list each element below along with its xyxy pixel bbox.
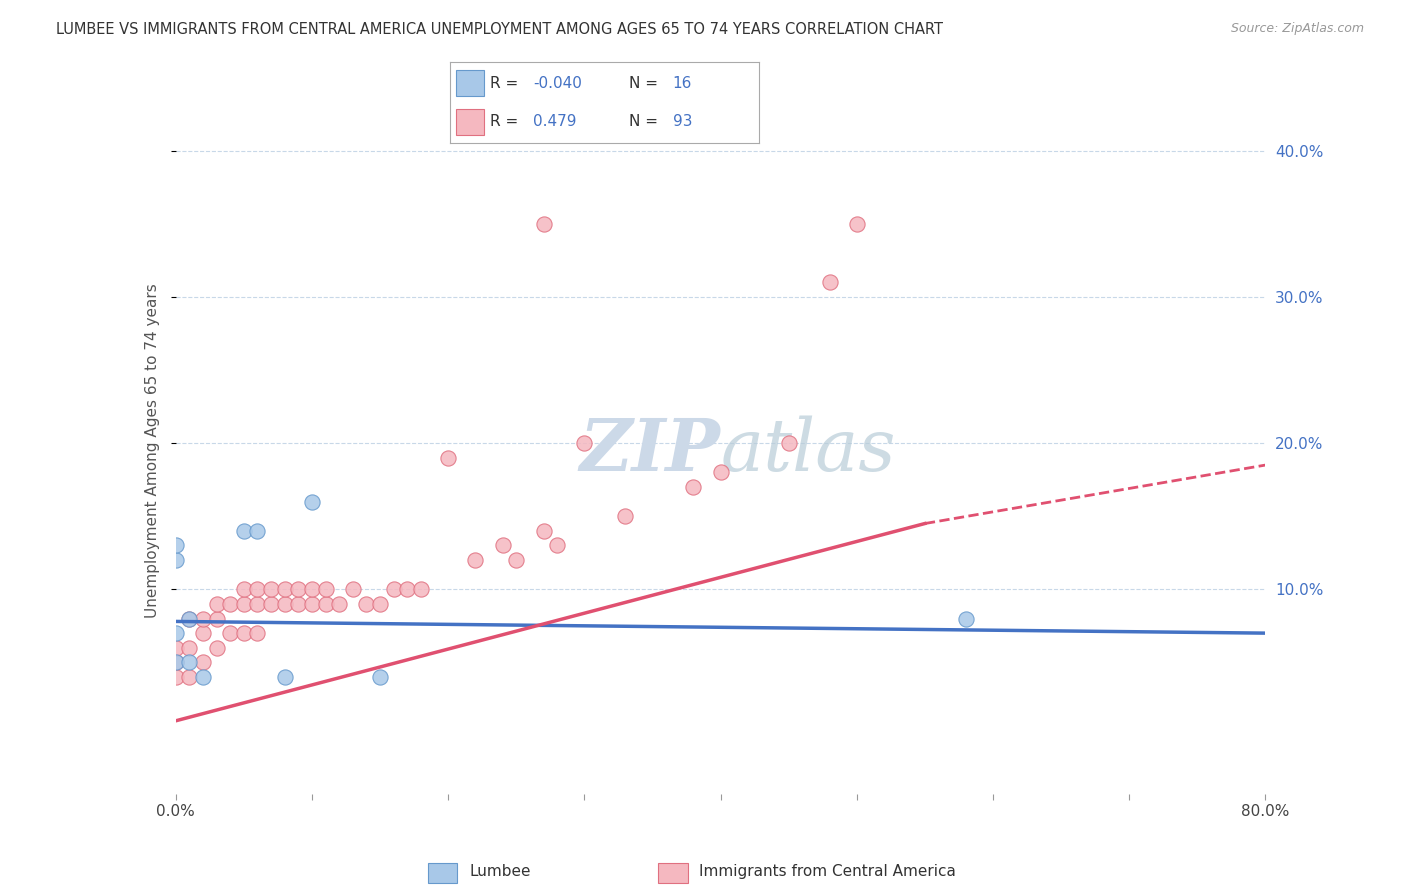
Point: [301, 494, 323, 508]
Point: [533, 524, 555, 538]
Text: Source: ZipAtlas.com: Source: ZipAtlas.com: [1230, 22, 1364, 36]
Bar: [427, 863, 457, 883]
Point: [165, 538, 187, 552]
Point: [179, 640, 201, 655]
Point: [191, 656, 214, 670]
Point: [287, 597, 309, 611]
Point: [382, 582, 405, 597]
Point: [205, 640, 228, 655]
Point: [437, 450, 460, 465]
Point: [368, 597, 391, 611]
Point: [396, 582, 419, 597]
Point: [165, 626, 187, 640]
Point: [342, 582, 364, 597]
Text: Lumbee: Lumbee: [470, 864, 530, 880]
Text: 16: 16: [672, 76, 692, 91]
Point: [274, 670, 297, 684]
Point: [191, 670, 214, 684]
Point: [287, 582, 309, 597]
Text: 0.479: 0.479: [533, 114, 576, 129]
Point: [179, 656, 201, 670]
Y-axis label: Unemployment Among Ages 65 to 74 years: Unemployment Among Ages 65 to 74 years: [145, 283, 160, 618]
Point: [409, 582, 432, 597]
Point: [682, 480, 704, 494]
Point: [546, 538, 568, 552]
Text: Immigrants from Central America: Immigrants from Central America: [699, 864, 956, 880]
Point: [274, 597, 297, 611]
Point: [232, 524, 254, 538]
Point: [165, 553, 187, 567]
Point: [191, 626, 214, 640]
Point: [274, 582, 297, 597]
Point: [328, 597, 350, 611]
Text: 93: 93: [672, 114, 692, 129]
Text: R =: R =: [491, 76, 523, 91]
Point: [219, 626, 242, 640]
Point: [260, 597, 283, 611]
Point: [492, 538, 515, 552]
Point: [845, 217, 868, 231]
Text: N =: N =: [630, 76, 664, 91]
Point: [179, 670, 201, 684]
Text: -0.040: -0.040: [533, 76, 582, 91]
Point: [778, 436, 800, 450]
Point: [246, 626, 269, 640]
Point: [165, 656, 187, 670]
Point: [165, 640, 187, 655]
Bar: [658, 863, 688, 883]
Point: [301, 582, 323, 597]
Point: [315, 597, 337, 611]
Point: [232, 582, 254, 597]
Point: [301, 597, 323, 611]
Point: [179, 611, 201, 625]
Point: [260, 582, 283, 597]
Text: R =: R =: [491, 114, 523, 129]
Point: [232, 626, 254, 640]
Text: ZIP: ZIP: [579, 415, 721, 486]
Point: [205, 611, 228, 625]
Point: [191, 611, 214, 625]
Point: [165, 670, 187, 684]
Point: [246, 597, 269, 611]
Point: [246, 524, 269, 538]
Text: atlas: atlas: [721, 415, 896, 486]
Text: LUMBEE VS IMMIGRANTS FROM CENTRAL AMERICA UNEMPLOYMENT AMONG AGES 65 TO 74 YEARS: LUMBEE VS IMMIGRANTS FROM CENTRAL AMERIC…: [56, 22, 943, 37]
Point: [614, 509, 637, 524]
Point: [368, 670, 391, 684]
Point: [315, 582, 337, 597]
Point: [165, 656, 187, 670]
Point: [219, 597, 242, 611]
Point: [246, 582, 269, 597]
Point: [356, 597, 378, 611]
Point: [179, 611, 201, 625]
Point: [232, 597, 254, 611]
Point: [205, 597, 228, 611]
Point: [574, 436, 596, 450]
Point: [710, 466, 733, 480]
Point: [533, 217, 555, 231]
Bar: [456, 109, 484, 135]
Text: N =: N =: [630, 114, 664, 129]
Bar: [456, 70, 484, 96]
Point: [818, 276, 841, 290]
Point: [464, 553, 486, 567]
Point: [955, 611, 977, 625]
Point: [505, 553, 527, 567]
